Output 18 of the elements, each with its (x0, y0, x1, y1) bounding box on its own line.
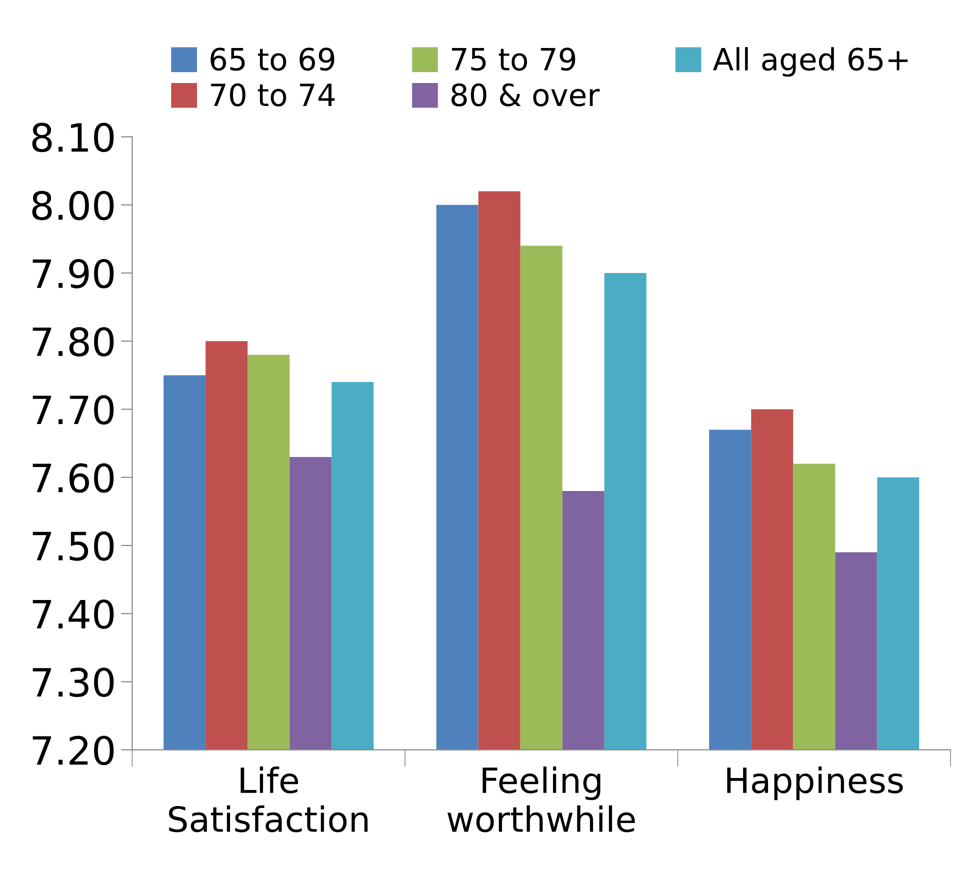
x-tick-label: Life Satisfaction (168, 766, 368, 832)
x-tick-label: Feeling worthwhile (448, 766, 635, 832)
legend-label: All aged 65+ (713, 47, 908, 77)
y-tick-label: 7.60 (32, 463, 114, 493)
x-tick-label: Happiness (727, 766, 903, 800)
y-tick-label: 7.90 (32, 258, 114, 288)
y-tick-label: 7.80 (32, 327, 114, 356)
legend-label: 75 to 79 (452, 48, 576, 71)
y-tick-label: 8.10 (32, 122, 114, 152)
legend-label: 65 to 69 (210, 48, 334, 71)
y-tick-label: 7.30 (32, 668, 114, 698)
legend-label: 70 to 74 (211, 83, 335, 106)
y-tick-label: 7.40 (32, 600, 114, 629)
y-tick-label: 7.20 (32, 736, 114, 766)
legend-label: 80 & over (452, 83, 600, 106)
y-tick-label: 7.50 (32, 531, 114, 561)
y-tick-label: 8.00 (32, 190, 114, 220)
y-tick-label: 7.70 (32, 395, 114, 425)
